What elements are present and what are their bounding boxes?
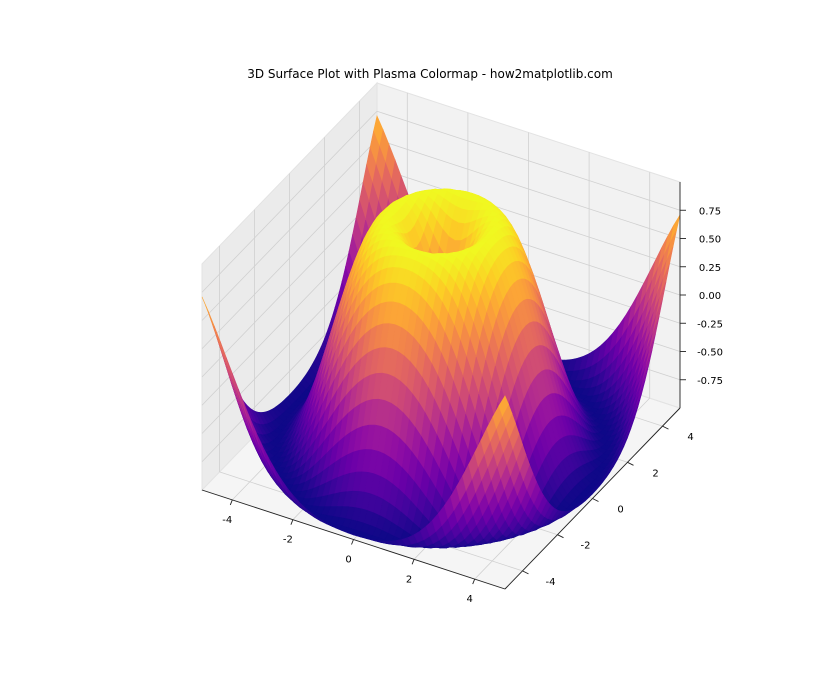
- grid-z-right: [376, 110, 681, 211]
- y-tick-label: 2: [652, 468, 658, 479]
- y-tick-mark: [592, 498, 599, 502]
- z-tick-label: -0.75: [697, 376, 723, 387]
- y-tick-label: -4: [546, 577, 556, 588]
- grid-z-left: [201, 167, 378, 350]
- z-tick-label: -0.50: [697, 348, 723, 359]
- x-tick-mark: [411, 559, 415, 565]
- z-tick-label: 0.25: [699, 263, 721, 274]
- x-tick-label: 4: [467, 594, 473, 605]
- grid-z-right: [376, 167, 681, 268]
- y-tick-mark: [557, 534, 564, 539]
- y-tick-label: 4: [687, 432, 693, 443]
- grid-z-right: [376, 139, 681, 239]
- z-tick-label: 0.75: [699, 206, 721, 217]
- x-tick-mark: [472, 578, 476, 585]
- x-tick-label: 0: [345, 555, 351, 566]
- grid-z-left: [201, 195, 378, 378]
- x-tick-label: -4: [222, 515, 232, 526]
- z-tick-label: -0.25: [697, 319, 723, 330]
- y-tick-mark: [662, 425, 669, 430]
- x-tick-mark: [351, 539, 354, 545]
- x-tick-mark: [290, 519, 294, 525]
- x-tick-label: -2: [283, 535, 293, 546]
- x-tick-label: 2: [406, 574, 412, 585]
- y-tick-label: -2: [581, 541, 591, 552]
- surface-facet: [498, 395, 509, 417]
- surface-plot: [201, 114, 681, 549]
- z-tick-label: 0.50: [699, 235, 721, 246]
- chart-title: 3D Surface Plot with Plasma Colormap - h…: [247, 67, 613, 81]
- axes-ticks: -4 -2 0 2 4 -4 -2 0 2 4 -0.75 -0.50 -0.25 0.00 0.25 0.5…: [201, 182, 723, 605]
- y-tick-label: 0: [617, 505, 623, 516]
- grid-z-left: [201, 139, 378, 321]
- z-tick-label: 0.00: [699, 291, 721, 302]
- y-tick-mark: [522, 570, 529, 575]
- y-tick-mark: [627, 461, 634, 466]
- grid-z-left: [201, 110, 378, 293]
- x-tick-mark: [229, 499, 233, 506]
